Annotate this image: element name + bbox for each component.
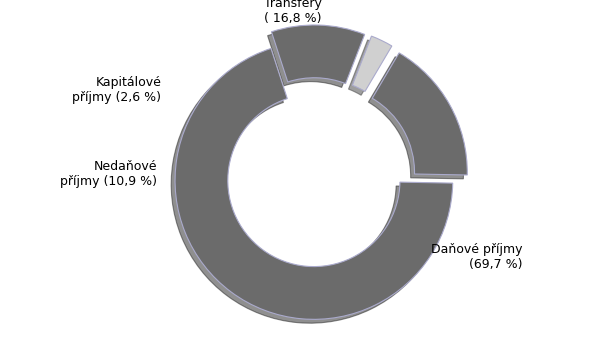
Text: Daňové příjmy
(69,7 %): Daňové příjmy (69,7 %) <box>431 243 522 271</box>
Wedge shape <box>175 48 453 319</box>
Wedge shape <box>372 53 467 175</box>
Text: Kapitálové
příjmy (2,6 %): Kapitálové příjmy (2,6 %) <box>72 76 161 104</box>
Text: Transfery
( 16,8 %): Transfery ( 16,8 %) <box>264 0 322 25</box>
Wedge shape <box>352 36 392 91</box>
Wedge shape <box>271 25 365 84</box>
Text: Nedaňové
příjmy (10,9 %): Nedaňové příjmy (10,9 %) <box>60 160 157 188</box>
